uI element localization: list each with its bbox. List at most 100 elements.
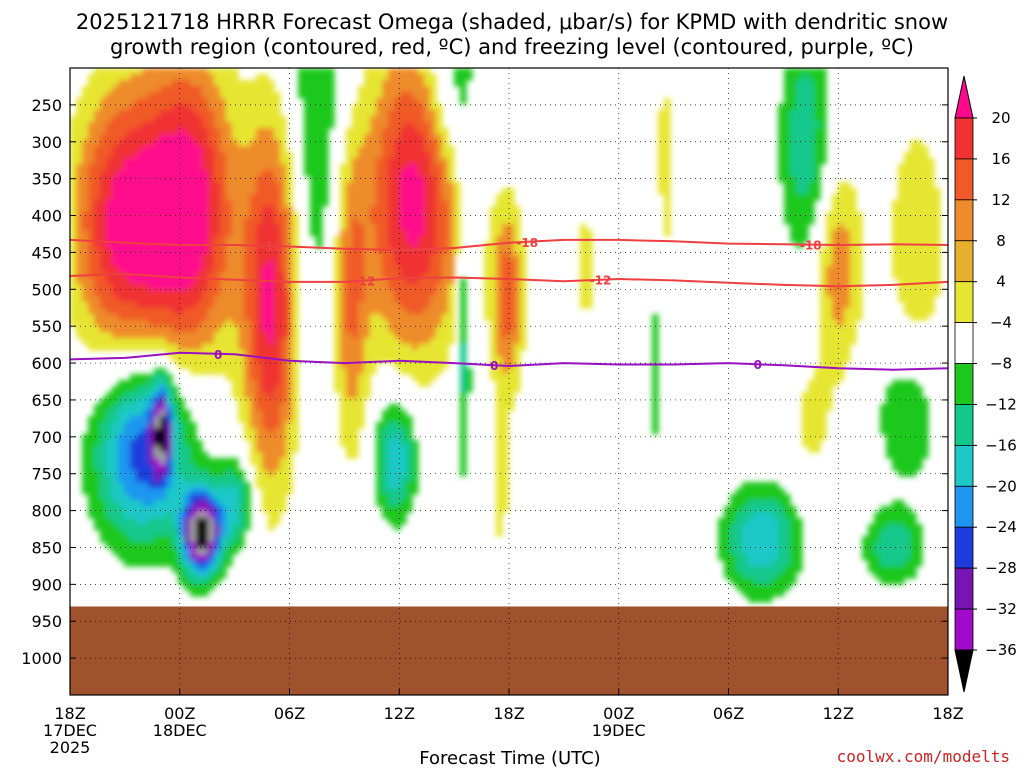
omega-cell bbox=[430, 272, 437, 279]
omega-cell bbox=[754, 488, 761, 495]
omega-cell bbox=[142, 434, 149, 441]
omega-cell bbox=[778, 122, 785, 129]
omega-cell bbox=[256, 92, 263, 99]
omega-cell bbox=[832, 296, 839, 303]
omega-cell bbox=[340, 218, 347, 225]
omega-cell bbox=[376, 260, 383, 267]
omega-cell bbox=[88, 440, 95, 447]
omega-cell bbox=[118, 470, 125, 477]
omega-cell bbox=[448, 314, 455, 321]
omega-cell bbox=[220, 314, 227, 321]
omega-cell bbox=[196, 296, 203, 303]
omega-cell bbox=[280, 140, 287, 147]
omega-cell bbox=[274, 380, 281, 387]
omega-cell bbox=[238, 362, 245, 369]
omega-cell bbox=[736, 548, 743, 555]
omega-cell bbox=[388, 206, 395, 213]
omega-cell bbox=[370, 188, 377, 195]
omega-cell bbox=[736, 530, 743, 537]
omega-cell bbox=[232, 158, 239, 165]
omega-cell bbox=[316, 68, 323, 75]
omega-cell bbox=[70, 260, 77, 267]
omega-cell bbox=[130, 542, 137, 549]
omega-cell bbox=[406, 206, 413, 213]
omega-cell bbox=[154, 104, 161, 111]
omega-cell bbox=[394, 494, 401, 501]
omega-cell bbox=[166, 320, 173, 327]
omega-cell bbox=[490, 206, 497, 213]
omega-cell bbox=[262, 428, 269, 435]
omega-cell bbox=[268, 470, 275, 477]
omega-cell bbox=[160, 458, 167, 465]
omega-cell bbox=[160, 278, 167, 285]
omega-cell bbox=[484, 284, 491, 291]
omega-cell bbox=[178, 476, 185, 483]
omega-cell bbox=[238, 194, 245, 201]
omega-cell bbox=[508, 206, 515, 213]
omega-cell bbox=[286, 446, 293, 453]
omega-cell bbox=[160, 386, 167, 393]
omega-cell bbox=[232, 122, 239, 129]
omega-cell bbox=[748, 536, 755, 543]
omega-cell bbox=[352, 296, 359, 303]
omega-cell bbox=[358, 302, 365, 309]
omega-cell bbox=[154, 560, 161, 567]
omega-cell bbox=[718, 542, 725, 549]
omega-cell bbox=[226, 278, 233, 285]
omega-cell bbox=[220, 536, 227, 543]
omega-cell bbox=[400, 470, 407, 477]
omega-cell bbox=[880, 548, 887, 555]
omega-cell bbox=[820, 254, 827, 261]
omega-cell bbox=[178, 74, 185, 81]
omega-cell bbox=[190, 194, 197, 201]
omega-cell bbox=[286, 296, 293, 303]
omega-cell bbox=[112, 338, 119, 345]
omega-cell bbox=[502, 506, 509, 513]
omega-cell bbox=[154, 422, 161, 429]
omega-cell bbox=[136, 482, 143, 489]
omega-cell bbox=[82, 284, 89, 291]
omega-cell bbox=[808, 152, 815, 159]
omega-cell bbox=[742, 572, 749, 579]
omega-cell bbox=[820, 116, 827, 123]
omega-cell bbox=[364, 158, 371, 165]
omega-cell bbox=[418, 170, 425, 177]
omega-cell bbox=[166, 284, 173, 291]
omega-cell bbox=[190, 428, 197, 435]
omega-cell bbox=[184, 68, 191, 75]
omega-cell bbox=[496, 356, 503, 363]
omega-cell bbox=[256, 236, 263, 243]
omega-cell bbox=[256, 98, 263, 105]
omega-cell bbox=[394, 170, 401, 177]
omega-cell bbox=[514, 254, 521, 261]
omega-cell bbox=[196, 548, 203, 555]
omega-cell bbox=[280, 434, 287, 441]
omega-cell bbox=[190, 524, 197, 531]
omega-cell bbox=[184, 212, 191, 219]
omega-cell bbox=[118, 326, 125, 333]
omega-cell bbox=[364, 290, 371, 297]
omega-cell bbox=[70, 188, 77, 195]
omega-cell bbox=[280, 254, 287, 261]
omega-cell bbox=[484, 248, 491, 255]
omega-cell bbox=[580, 260, 587, 267]
omega-cell bbox=[82, 260, 89, 267]
omega-cell bbox=[106, 476, 113, 483]
omega-cell bbox=[808, 194, 815, 201]
omega-cell bbox=[256, 404, 263, 411]
omega-cell bbox=[256, 194, 263, 201]
omega-cell bbox=[160, 494, 167, 501]
omega-cell bbox=[388, 236, 395, 243]
omega-cell bbox=[274, 140, 281, 147]
omega-cell bbox=[112, 74, 119, 81]
omega-cell bbox=[514, 224, 521, 231]
omega-cell bbox=[166, 260, 173, 267]
omega-cell bbox=[664, 176, 671, 183]
omega-cell bbox=[166, 392, 173, 399]
omega-cell bbox=[418, 188, 425, 195]
omega-cell bbox=[808, 392, 815, 399]
omega-cell bbox=[502, 272, 509, 279]
omega-cell bbox=[418, 362, 425, 369]
omega-cell bbox=[82, 302, 89, 309]
omega-cell bbox=[292, 296, 299, 303]
